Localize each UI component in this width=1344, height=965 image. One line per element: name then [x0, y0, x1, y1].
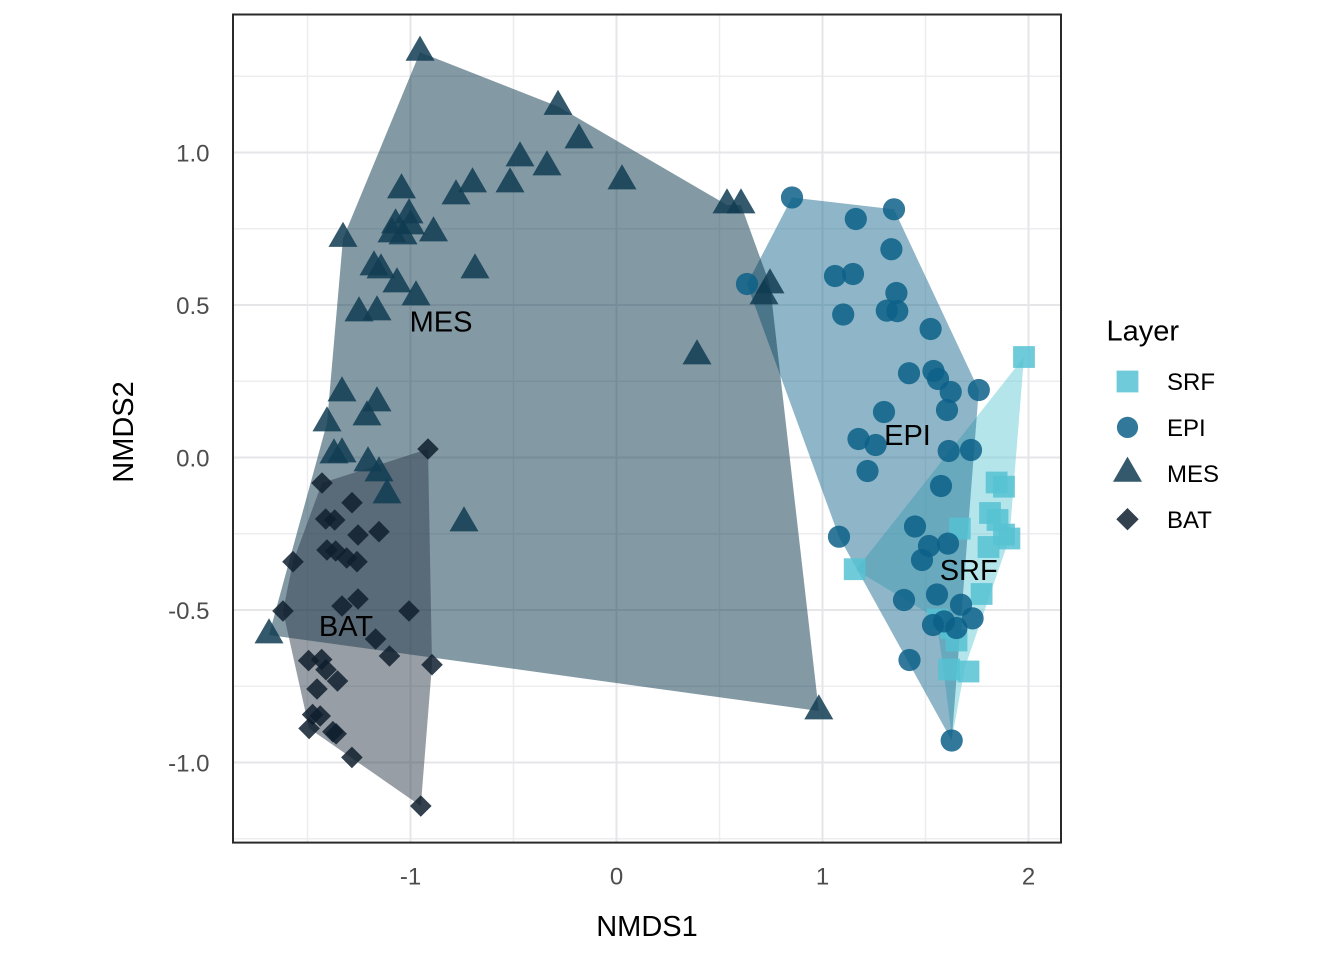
svg-text:-1.0: -1.0: [168, 751, 209, 778]
svg-text:NMDS1: NMDS1: [596, 911, 698, 943]
svg-text:-0.5: -0.5: [168, 598, 209, 625]
svg-text:0.5: 0.5: [176, 293, 209, 320]
svg-text:0: 0: [610, 864, 623, 891]
svg-text:SRF: SRF: [1167, 369, 1215, 396]
svg-text:MES: MES: [1167, 461, 1219, 488]
svg-text:0.0: 0.0: [176, 446, 209, 473]
svg-text:SRF: SRF: [940, 555, 998, 587]
svg-text:EPI: EPI: [1167, 415, 1206, 442]
svg-text:EPI: EPI: [884, 420, 931, 452]
svg-text:BAT: BAT: [1167, 507, 1212, 534]
svg-text:-1: -1: [400, 864, 421, 891]
svg-text:1: 1: [816, 864, 829, 891]
svg-text:1.0: 1.0: [176, 141, 209, 168]
svg-text:Layer: Layer: [1107, 316, 1180, 348]
svg-text:NMDS2: NMDS2: [108, 381, 140, 483]
svg-text:2: 2: [1022, 864, 1035, 891]
svg-text:MES: MES: [410, 307, 473, 339]
svg-text:BAT: BAT: [319, 611, 374, 643]
